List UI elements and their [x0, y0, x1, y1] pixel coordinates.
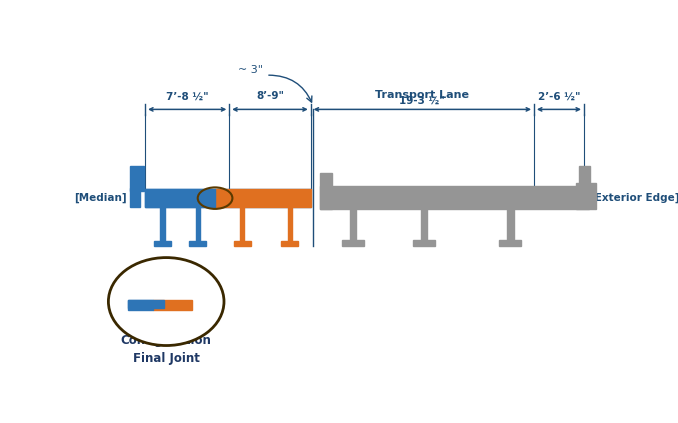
Bar [154, 241, 171, 246]
Bar [130, 166, 144, 191]
Ellipse shape [108, 258, 224, 346]
Bar [215, 189, 311, 207]
Bar [342, 240, 364, 246]
Bar [499, 240, 521, 246]
Bar [287, 207, 292, 241]
Text: [Exterior Edge]: [Exterior Edge] [591, 193, 678, 203]
Text: Configuration: Configuration [121, 334, 212, 347]
Bar [579, 166, 591, 186]
Bar [234, 241, 251, 246]
Bar [196, 207, 200, 241]
Bar [420, 209, 427, 240]
Bar [128, 300, 153, 310]
Bar [153, 300, 192, 310]
Bar [320, 173, 332, 209]
Bar [413, 240, 435, 246]
Bar [576, 183, 596, 209]
Text: 19-3 ½": 19-3 ½" [399, 96, 445, 106]
Bar [189, 241, 206, 246]
Text: ~ 3": ~ 3" [238, 65, 263, 75]
Bar [145, 189, 311, 207]
Text: 7’-8 ½": 7’-8 ½" [166, 91, 209, 101]
Bar [281, 241, 298, 246]
Bar [507, 209, 513, 240]
Text: [Median]: [Median] [74, 193, 126, 203]
Bar [320, 186, 589, 209]
Text: 2’-6 ½": 2’-6 ½" [538, 91, 580, 101]
Text: Final Joint: Final Joint [133, 352, 199, 365]
Bar [130, 187, 140, 207]
Text: 8’-9": 8’-9" [256, 91, 284, 101]
Text: Transport Lane: Transport Lane [376, 90, 469, 100]
Bar [128, 300, 164, 308]
Bar [240, 207, 245, 241]
Bar [350, 209, 356, 240]
Bar [161, 207, 165, 241]
Bar [145, 189, 215, 207]
